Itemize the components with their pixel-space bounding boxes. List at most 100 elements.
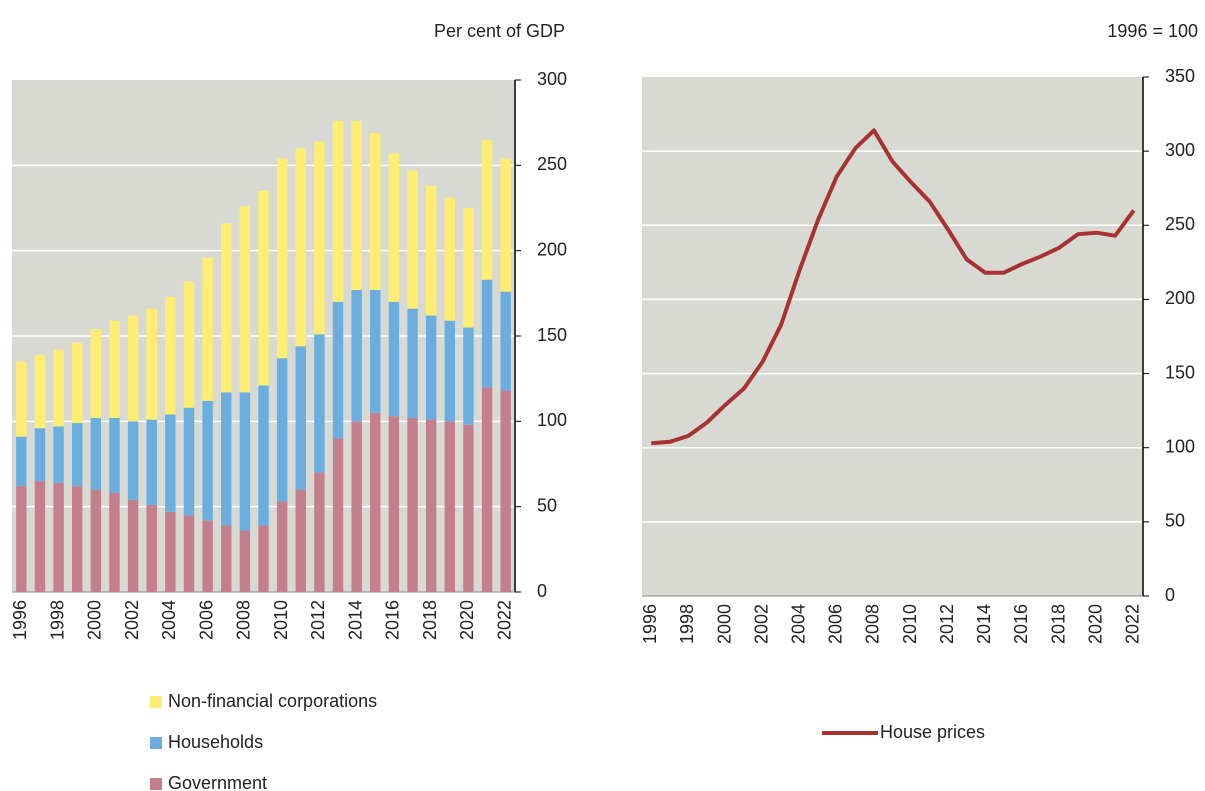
x-tick-label: 2018 [1048, 604, 1068, 644]
bar [388, 301, 400, 417]
bar [332, 438, 344, 592]
bar [370, 412, 381, 592]
y-tick-label: 300 [1165, 140, 1195, 160]
x-tick-label: 1996 [640, 604, 660, 644]
bar [109, 417, 120, 494]
x-tick-label: 2010 [900, 604, 920, 644]
bar [314, 141, 325, 335]
bar [127, 499, 139, 592]
bar [146, 504, 157, 592]
bar [34, 481, 46, 592]
bar [239, 206, 251, 393]
bar [127, 315, 139, 422]
bar [71, 486, 83, 592]
bar [239, 530, 251, 592]
plot-area [642, 77, 1143, 596]
x-tick-label: 2016 [383, 600, 403, 640]
bar [90, 489, 102, 592]
x-tick-label: 2006 [196, 600, 216, 640]
y-tick-label: 100 [1165, 436, 1195, 456]
bar [239, 392, 251, 531]
bar [53, 426, 64, 483]
bar [109, 493, 120, 592]
x-tick-label: 1998 [47, 600, 67, 640]
axis-title: Per cent of GDP [434, 21, 565, 41]
legend-swatch [150, 778, 162, 790]
x-tick-label: 2002 [122, 600, 142, 640]
legend-label: Non-financial corporations [168, 691, 377, 711]
bar [146, 308, 157, 420]
bar [53, 482, 64, 592]
x-tick-label: 2000 [714, 604, 734, 644]
bar [444, 320, 456, 422]
bar [34, 428, 46, 482]
bar [276, 501, 288, 592]
bar [165, 511, 176, 592]
y-tick-label: 150 [1165, 362, 1195, 382]
bar [165, 296, 176, 415]
bar [295, 148, 306, 347]
x-tick-label: 2018 [420, 600, 440, 640]
x-tick-label: 2004 [159, 600, 179, 640]
x-tick-label: 2004 [788, 604, 808, 644]
bar [500, 291, 511, 391]
bar [388, 153, 400, 302]
bar [34, 354, 46, 429]
y-tick-label: 200 [537, 239, 567, 259]
bar [370, 289, 381, 413]
bar [351, 120, 362, 290]
x-tick-label: 2012 [308, 600, 328, 640]
y-tick-label: 0 [1165, 585, 1175, 605]
bar [71, 423, 83, 487]
x-tick-label: 2020 [457, 600, 477, 640]
x-tick-label: 2002 [751, 604, 771, 644]
bar [314, 334, 325, 473]
bar [16, 436, 27, 487]
y-tick-label: 100 [537, 410, 567, 430]
x-tick-label: 2016 [1011, 604, 1031, 644]
y-tick-label: 50 [537, 495, 557, 515]
bar [202, 400, 213, 521]
x-tick-label: 2014 [974, 604, 994, 644]
bar [407, 170, 418, 309]
x-tick-label: 2022 [1122, 604, 1142, 644]
bar [425, 185, 437, 316]
bar [146, 419, 157, 505]
bar [221, 525, 232, 592]
axis-title: 1996 = 100 [1107, 21, 1198, 41]
bar [127, 421, 139, 500]
x-tick-label: 2010 [271, 600, 291, 640]
bar [276, 358, 288, 502]
bar [444, 197, 456, 321]
bar [109, 320, 120, 418]
x-tick-label: 1998 [677, 604, 697, 644]
bar [53, 349, 64, 427]
bar [332, 120, 344, 302]
bar [183, 407, 195, 516]
x-tick-label: 2000 [85, 600, 105, 640]
y-tick-label: 0 [537, 581, 547, 601]
y-tick-label: 150 [537, 325, 567, 345]
bar [463, 424, 474, 592]
bar [388, 416, 400, 592]
bar [258, 190, 269, 386]
bar [481, 279, 493, 388]
legend-label: House prices [880, 722, 985, 742]
bar [276, 158, 288, 359]
bar [183, 515, 195, 592]
bar [332, 301, 344, 439]
bar [407, 417, 418, 592]
bar [351, 289, 362, 422]
bar [463, 208, 474, 328]
bar [16, 486, 27, 592]
x-tick-label: 2020 [1085, 604, 1105, 644]
bar [351, 421, 362, 592]
bar [221, 392, 232, 526]
y-tick-label: 50 [1165, 511, 1185, 531]
y-tick-label: 200 [1165, 288, 1195, 308]
bar [500, 158, 511, 292]
bar [71, 342, 83, 424]
y-tick-label: 300 [537, 69, 567, 89]
line [651, 128, 1136, 446]
